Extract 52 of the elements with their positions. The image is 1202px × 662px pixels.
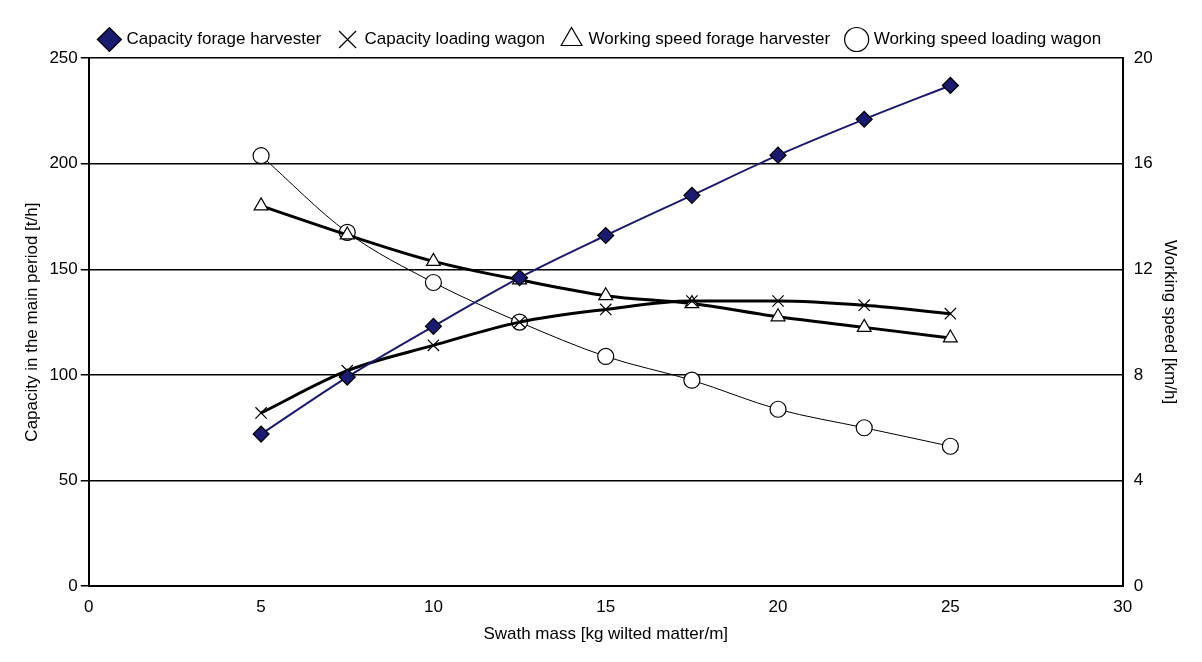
y-tick-label: 0 [68,575,78,595]
point [771,294,785,308]
point [597,347,615,366]
y2-tick-label: 4 [1133,470,1144,490]
point [941,437,959,455]
point [855,419,873,437]
x-tick-label: 30 [1113,597,1133,617]
point [769,400,787,418]
x-tick-label: 15 [596,597,616,617]
point [769,146,787,164]
point [424,317,443,335]
y-tick-label: 50 [58,470,78,490]
point [599,303,612,316]
x-tick-label: 5 [256,597,266,617]
legend-label: Working speed loading wagon [873,29,1102,49]
y-tick-label: 250 [49,47,78,67]
y2-tick-label: 12 [1133,258,1153,278]
point [942,329,958,343]
y2-axis-title: Working speed [km/h] [1161,240,1181,405]
point [683,371,701,389]
y2-tick-label: 20 [1133,47,1153,67]
point [254,406,268,420]
y-tick-label: 100 [49,364,78,384]
legend-label: Capacity loading wagon [364,29,546,49]
point [856,318,872,332]
point [857,298,871,312]
point [425,252,441,266]
point [424,273,443,292]
y2-tick-label: 8 [1133,364,1144,384]
point [941,76,959,95]
y2-tick-label: 0 [1133,575,1144,595]
y-tick-label: 200 [49,153,78,173]
x-axis-title: Swath mass [kg wilted matter/m] [483,624,729,644]
point [683,186,701,204]
y-tick-label: 150 [49,258,78,278]
point [597,226,615,245]
point [855,110,873,128]
point [252,425,270,443]
point [770,308,786,322]
legend-label: Capacity forage harvester [126,29,322,49]
point [427,339,440,352]
x-tick-label: 20 [768,597,788,617]
y2-tick-label: 16 [1133,153,1153,173]
x-tick-label: 10 [423,597,443,617]
point [944,307,957,320]
y-axis-title: Capacity in the main period [t/h] [21,202,41,442]
x-tick-label: 0 [84,597,94,617]
point [598,287,614,301]
legend-label: Working speed forage harvester [588,29,831,49]
point [253,197,269,211]
point [338,368,356,386]
x-tick-label: 25 [940,597,960,617]
